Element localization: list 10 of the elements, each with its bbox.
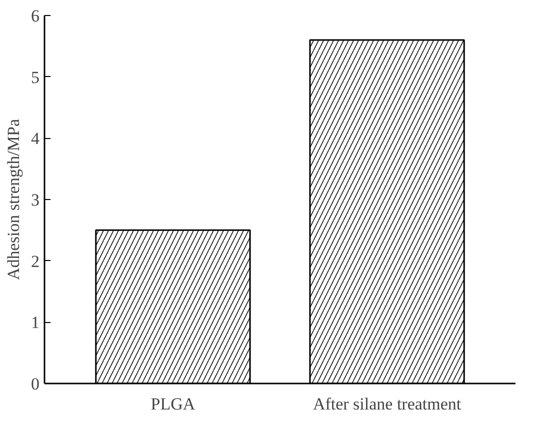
- x-tick-label: After silane treatment: [312, 394, 462, 414]
- y-tick-label: 6: [31, 6, 40, 26]
- y-tick-label: 1: [31, 313, 40, 332]
- y-tick-label: 4: [31, 129, 40, 148]
- y-tick-label: 0: [31, 374, 40, 394]
- y-tick-label: 3: [31, 190, 40, 210]
- y-axis-title: Adhesion strength/MPa: [4, 118, 23, 280]
- y-tick-label: 2: [31, 252, 40, 271]
- y-tick-label: 5: [31, 68, 40, 87]
- x-tick-label: PLGA: [150, 394, 196, 414]
